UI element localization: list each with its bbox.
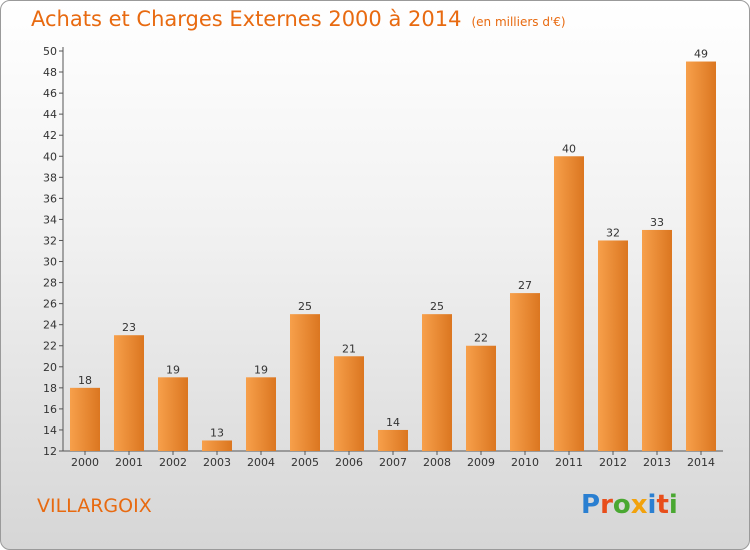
y-tick-label: 24 (43, 319, 57, 332)
bar-value-label: 23 (122, 321, 136, 334)
x-tick-label: 2003 (203, 456, 231, 469)
bar-2000 (70, 387, 100, 451)
bar-value-label: 22 (474, 332, 488, 345)
y-tick-label: 48 (43, 66, 57, 79)
x-tick-label: 2008 (423, 456, 451, 469)
y-tick-label: 30 (43, 256, 57, 269)
y-tick-label: 20 (43, 361, 57, 374)
bar-2008 (422, 314, 452, 451)
bar-2010 (510, 293, 540, 451)
y-tick-label: 12 (43, 445, 57, 458)
bar-value-label: 13 (210, 426, 224, 439)
x-tick-label: 2012 (599, 456, 627, 469)
bar-value-label: 18 (78, 374, 92, 387)
bar-2011 (554, 156, 584, 451)
bar-2004 (246, 377, 276, 451)
chart-title-text: Achats et Charges Externes 2000 à 2014 (31, 7, 462, 31)
bar-value-label: 25 (298, 300, 312, 313)
bar-2001 (114, 335, 144, 451)
x-tick-label: 2004 (247, 456, 275, 469)
bar-2014 (686, 61, 716, 452)
bar-2006 (334, 356, 364, 451)
chart-axes: 12 14 16 18 20 22 24 26 28 30 32 34 36 38 40 42 44 46 48 50 (43, 45, 723, 458)
proxiti-logo: Proxiti (581, 490, 678, 520)
x-tick-label: 2014 (687, 456, 715, 469)
y-tick-label: 36 (43, 192, 57, 205)
bar-2007 (378, 429, 408, 451)
x-tick-label: 2007 (379, 456, 407, 469)
bar-value-label: 33 (650, 216, 664, 229)
bar-value-label: 14 (386, 416, 400, 429)
y-tick-label: 32 (43, 234, 57, 247)
x-tick-label: 2005 (291, 456, 319, 469)
bar-value-label: 19 (166, 363, 180, 376)
y-tick-label: 44 (43, 108, 57, 121)
y-tick-label: 34 (43, 213, 57, 226)
bar-value-label: 21 (342, 342, 356, 355)
bar-2003 (202, 440, 232, 451)
bar-value-label: 32 (606, 226, 620, 239)
bar-value-label: 49 (694, 48, 708, 61)
y-tick-label: 46 (43, 87, 57, 100)
chart-bars (70, 61, 716, 452)
y-tick-label: 50 (43, 45, 57, 58)
bar-value-label: 40 (562, 142, 576, 155)
x-tick-label: 2013 (643, 456, 671, 469)
x-tick-label: 2009 (467, 456, 495, 469)
y-tick-label: 14 (43, 424, 57, 437)
x-tick-label: 2010 (511, 456, 539, 469)
x-tick-label: 2002 (159, 456, 187, 469)
bar-2005 (290, 314, 320, 451)
bar-value-label: 25 (430, 300, 444, 313)
town-name: VILLARGOIX (37, 495, 152, 517)
y-tick-label: 40 (43, 150, 57, 163)
x-tick-label: 2000 (71, 456, 99, 469)
x-tick-label: 2011 (555, 456, 583, 469)
y-tick-label: 38 (43, 171, 57, 184)
y-tick-label: 28 (43, 277, 57, 290)
chart-subtitle: (en milliers d'€) (471, 15, 566, 29)
chart-labels: 18 2000 23 2001 19 2002 13 2003 19 2004 25 2005 21 20… (71, 48, 715, 469)
y-tick-label: 18 (43, 382, 57, 395)
bar-2012 (598, 240, 628, 451)
y-tick-label: 22 (43, 340, 57, 353)
bar-2002 (158, 377, 188, 451)
bar-2009 (466, 345, 496, 451)
bar-2013 (642, 229, 672, 451)
y-tick-label: 42 (43, 129, 57, 142)
y-tick-label: 16 (43, 403, 57, 416)
bar-value-label: 19 (254, 363, 268, 376)
chart-title: Achats et Charges Externes 2000 à 2014 (e… (31, 7, 566, 31)
bar-value-label: 27 (518, 279, 532, 292)
x-tick-label: 2006 (335, 456, 363, 469)
x-tick-label: 2001 (115, 456, 143, 469)
y-tick-label: 26 (43, 298, 57, 311)
